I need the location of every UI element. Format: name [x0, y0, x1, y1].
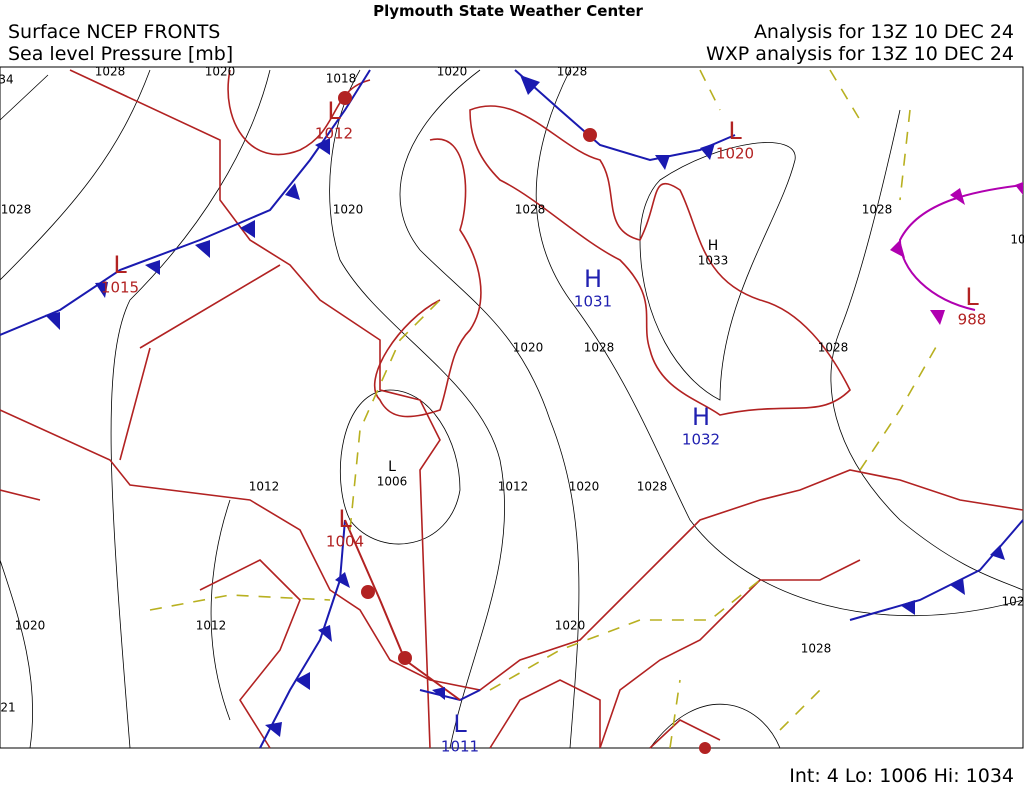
coastlines [0, 69, 1024, 749]
title: Plymouth State Weather Center [373, 2, 643, 20]
center-symbol: H [708, 238, 719, 254]
center-value: 988 [958, 311, 987, 329]
isobar-label: 102 [1002, 595, 1024, 609]
isobars [0, 69, 1024, 749]
isobar-label: 1020 [205, 65, 236, 79]
cold-front [259, 519, 346, 749]
isobar [535, 69, 1024, 617]
center-value: 1012 [315, 125, 353, 143]
isobar-label: 1020 [569, 480, 600, 494]
center-symbol: L [388, 459, 396, 475]
fronts [0, 69, 1024, 754]
isobar-label: 1012 [249, 480, 280, 494]
center-symbol: H [584, 265, 602, 293]
footer: Int: 4 Lo: 1006 Hi: 1034 [789, 765, 1014, 787]
border [489, 679, 721, 749]
isobar [830, 109, 1024, 591]
center-symbol: L [453, 710, 467, 738]
center-value: 1020 [716, 145, 754, 163]
isobar-label: 1028 [1, 203, 32, 217]
center-symbol: L [113, 251, 127, 279]
cold-front [514, 69, 736, 162]
center-value: 1032 [682, 431, 720, 449]
isobar-label: 1020 [437, 65, 468, 79]
center-symbol: H [692, 403, 710, 431]
isobar-label: 1020 [513, 341, 544, 355]
isobar-label: 1012 [196, 619, 227, 633]
warm-front [344, 519, 461, 701]
isobar-label: 1028 [95, 65, 126, 79]
center-value: 1033 [698, 254, 729, 268]
isobar-label: 10 [1010, 233, 1024, 247]
cold-front [849, 519, 1024, 621]
isobar-label: 34 [0, 73, 14, 87]
isobar-label: 1020 [15, 619, 46, 633]
header-right-1: Analysis for 13Z 10 DEC 24 [754, 21, 1014, 43]
border [0, 264, 861, 749]
center-value: 1031 [574, 293, 612, 311]
coastline [469, 105, 851, 416]
warm-barbs [338, 91, 711, 754]
center-symbol: L [965, 283, 979, 311]
isobar-label: 1020 [555, 619, 586, 633]
isobar-label: 1028 [515, 203, 546, 217]
isobar-label: 1018 [326, 72, 357, 86]
coastline [0, 409, 1024, 691]
isobar [399, 69, 580, 749]
header-left-1: Surface NCEP FRONTS [8, 21, 220, 43]
occluded-front [898, 184, 1024, 311]
center-value: 1015 [101, 279, 139, 297]
center-symbol: L [728, 117, 742, 145]
trough [149, 69, 941, 749]
map-area: L1012L1015L1020H1031H1033L988H1032L1006L… [0, 65, 1024, 756]
isobar-label: 1028 [557, 65, 588, 79]
center-value: 1004 [326, 533, 364, 551]
isobar [0, 69, 271, 749]
center-symbol: L [327, 97, 341, 125]
isobar-label: 1028 [801, 642, 832, 656]
isobar [329, 69, 506, 749]
header-right-2: WXP analysis for 13Z 10 DEC 24 [706, 43, 1014, 65]
center-symbol: L [338, 505, 352, 533]
isobar-label: 1028 [818, 341, 849, 355]
center-value: 1006 [377, 475, 408, 489]
cold-front [0, 69, 371, 336]
coastline [69, 69, 441, 749]
isobar [0, 499, 781, 749]
isobar-label: 1020 [333, 203, 364, 217]
isobar-label: 1028 [637, 480, 668, 494]
center-value: 1011 [441, 738, 479, 756]
coastline [374, 138, 482, 418]
map-frame [0, 66, 1024, 749]
header-left-2: Sea level Pressure [mb] [8, 43, 233, 65]
isobar-label: 1028 [862, 203, 893, 217]
isobar-label: 1012 [498, 480, 529, 494]
isobar-label: 1028 [584, 341, 615, 355]
isobar [340, 389, 461, 545]
front-barbs [45, 75, 1005, 737]
isobar-label: 21 [0, 701, 15, 715]
